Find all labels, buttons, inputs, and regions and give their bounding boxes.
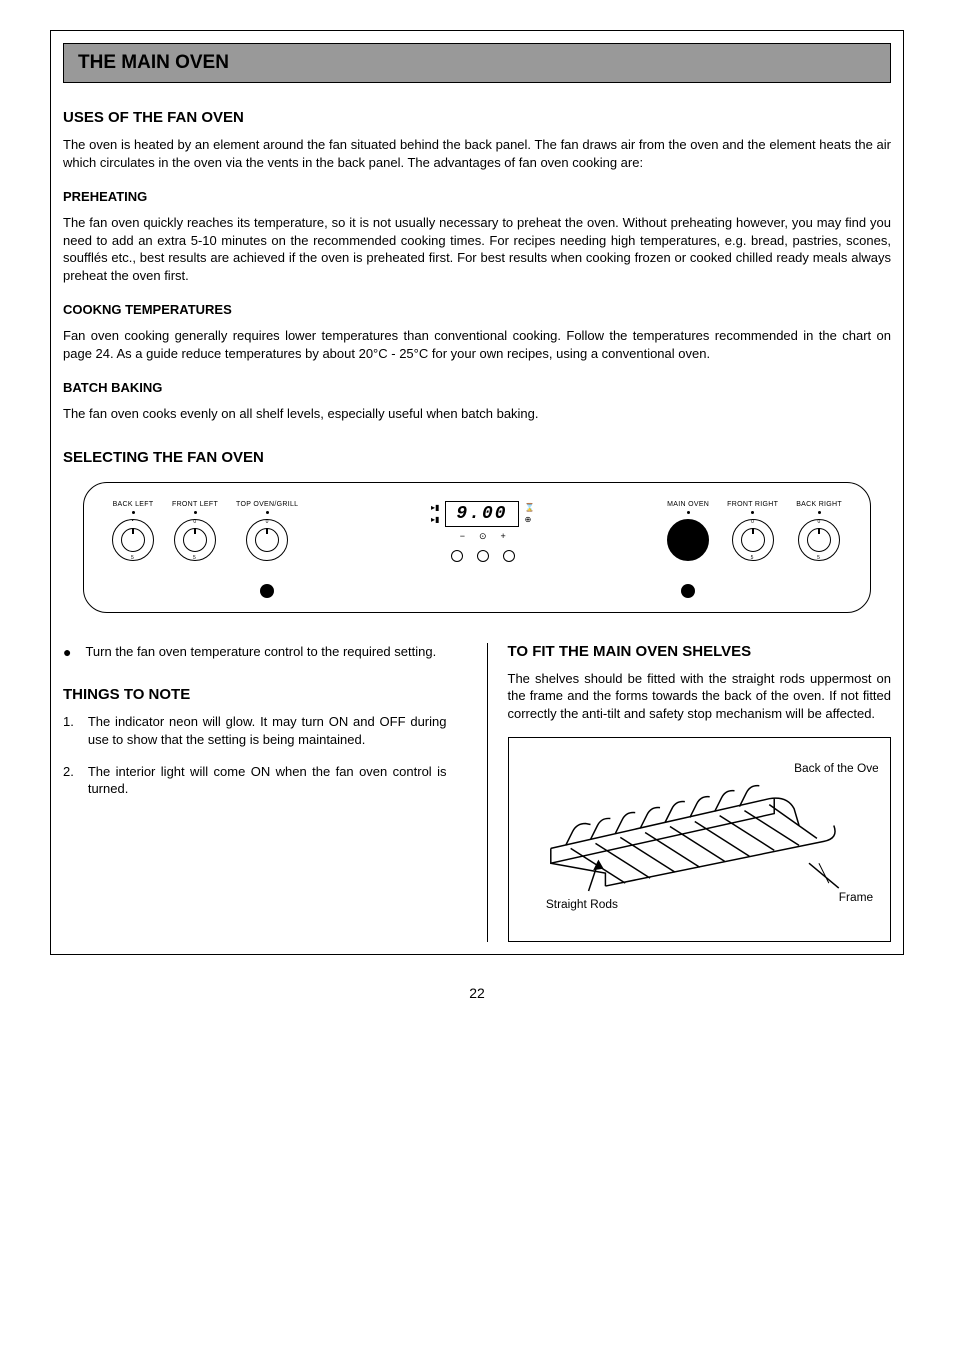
knob-label-main-oven: MAIN OVEN [667,501,709,508]
numbered-item-1: 1. The indicator neon will glow. It may … [63,713,447,748]
end-time-icon: ▸▮ [431,515,439,524]
sign-row: − ⊙ + [460,531,506,542]
right-display-icons: ⌛ ⊕ [525,503,535,524]
panel-button-3 [503,550,515,562]
two-column-layout: ● Turn the fan oven temperature control … [63,643,891,942]
plus-icon: + [501,531,506,541]
things-to-note-title: THINGS TO NOTE [63,686,447,703]
panel-button-1 [451,550,463,562]
shelf-svg-icon: Back of the Oven [521,754,879,923]
knob-label-front-right: FRONT RIGHT [727,501,778,508]
num-label: 1. [63,713,74,748]
preheating-title: PREHEATING [63,189,891,204]
knob-label-back-left: BACK LEFT [113,501,154,508]
knob-main-oven: MAIN OVEN [667,501,709,598]
knob-dot [194,511,197,514]
bullet-dot-icon: ● [63,645,71,661]
bullet-text: Turn the fan oven temperature control to… [85,643,436,661]
page-number: 22 [50,985,904,1001]
knob-dot [132,511,135,514]
knob-back-right: BACK RIGHT 0 5 [796,501,842,561]
circle-dot-icon: ⊙ [479,531,487,542]
label-straight-rods: Straight Rods [545,896,617,910]
batchbaking-text: The fan oven cooks evenly on all shelf l… [63,405,891,423]
knob-back-left: BACK LEFT • 5 [112,501,154,561]
display-row: ▸▮ ▸▮ 9.00 ⌛ ⊕ [431,501,535,527]
knob-front-left: FRONT LEFT 0 5 [172,501,218,561]
panel-button-2 [477,550,489,562]
knob-dial: 0 5 [798,519,840,561]
numbered-item-2: 2. The interior light will come ON when … [63,763,447,798]
control-panel-box: BACK LEFT • 5 FRONT LEFT [83,482,871,613]
center-display-panel: ▸▮ ▸▮ 9.00 ⌛ ⊕ − ⊙ + [431,501,535,562]
shelf-diagram: Back of the Oven [508,737,892,943]
knob-dial: 0 [246,519,288,561]
label-frame: Frame [838,890,873,904]
indicator-dot-left [260,584,274,598]
selecting-title: SELECTING THE FAN OVEN [63,449,891,466]
time-display: 9.00 [445,501,518,527]
cookingtemps-text: Fan oven cooking generally requires lowe… [63,327,891,362]
preheating-text: The fan oven quickly reaches its tempera… [63,214,891,284]
knob-label-front-left: FRONT LEFT [172,501,218,508]
note-1-text: The indicator neon will glow. It may tur… [88,713,447,748]
control-panel-diagram: BACK LEFT • 5 FRONT LEFT [63,482,891,613]
knob-dot [818,511,821,514]
batchbaking-title: BATCH BAKING [63,380,891,395]
cook-time-icon: ▸▮ [431,503,439,512]
knob-dial: • 5 [112,519,154,561]
right-knob-section: MAIN OVEN FRONT RIGHT 0 5 [667,501,842,598]
page-border: THE MAIN OVEN USES OF THE FAN OVEN The o… [50,30,904,955]
left-display-icons: ▸▮ ▸▮ [431,503,439,524]
button-row [451,550,515,562]
fit-shelves-title: TO FIT THE MAIN OVEN SHELVES [508,643,892,660]
timer-icon: ⌛ [525,503,535,512]
knob-dial-main [667,519,709,561]
label-back-of-oven: Back of the Oven [794,760,878,774]
knob-top-oven-grill: TOP OVEN/GRILL 0 [236,501,298,598]
clock-icon: ⊕ [525,515,535,524]
knob-dot [751,511,754,514]
title-banner: THE MAIN OVEN [63,43,891,83]
minus-icon: − [460,531,465,541]
right-column: TO FIT THE MAIN OVEN SHELVES The shelves… [487,643,892,942]
section-uses-intro: The oven is heated by an element around … [63,136,891,171]
knob-dial: 0 5 [732,519,774,561]
num-label: 2. [63,763,74,798]
left-column: ● Turn the fan oven temperature control … [63,643,457,942]
left-knob-section: BACK LEFT • 5 FRONT LEFT [112,501,298,598]
indicator-dot-right [681,584,695,598]
knob-dot [266,511,269,514]
banner-title: THE MAIN OVEN [78,52,229,73]
section-uses-title: USES OF THE FAN OVEN [63,109,891,126]
knob-front-right: FRONT RIGHT 0 5 [727,501,778,561]
knob-label-back-right: BACK RIGHT [796,501,842,508]
knob-dot [687,511,690,514]
note-2-text: The interior light will come ON when the… [88,763,447,798]
knob-dial: 0 5 [174,519,216,561]
fit-shelves-text: The shelves should be fitted with the st… [508,670,892,723]
knob-label-top-oven: TOP OVEN/GRILL [236,501,298,508]
bullet-item: ● Turn the fan oven temperature control … [63,643,447,661]
cookingtemps-title: COOKNG TEMPERATURES [63,302,891,317]
